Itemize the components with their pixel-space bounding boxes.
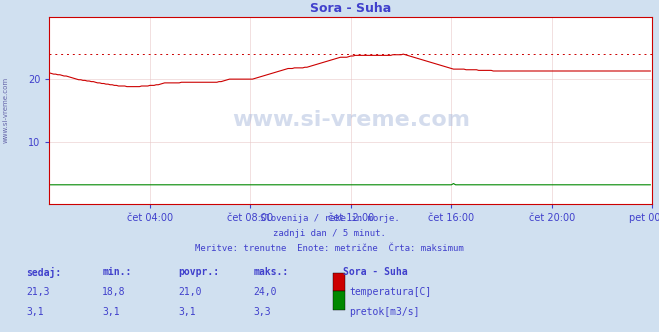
Text: zadnji dan / 5 minut.: zadnji dan / 5 minut. — [273, 229, 386, 238]
Text: temperatura[C]: temperatura[C] — [349, 287, 432, 297]
Text: 21,0: 21,0 — [178, 287, 202, 297]
Text: 24,0: 24,0 — [254, 287, 277, 297]
Text: 18,8: 18,8 — [102, 287, 126, 297]
Text: Meritve: trenutne  Enote: metrične  Črta: maksimum: Meritve: trenutne Enote: metrične Črta: … — [195, 244, 464, 253]
Text: Sora - Suha: Sora - Suha — [343, 267, 407, 277]
Text: Slovenija / reke in morje.: Slovenija / reke in morje. — [260, 214, 399, 223]
Text: www.si-vreme.com: www.si-vreme.com — [232, 110, 470, 130]
Text: pretok[m3/s]: pretok[m3/s] — [349, 307, 420, 317]
Text: maks.:: maks.: — [254, 267, 289, 277]
Text: 3,1: 3,1 — [178, 307, 196, 317]
Text: 21,3: 21,3 — [26, 287, 50, 297]
Text: www.si-vreme.com: www.si-vreme.com — [2, 77, 9, 143]
Text: 3,1: 3,1 — [102, 307, 120, 317]
Text: sedaj:: sedaj: — [26, 267, 61, 278]
Text: min.:: min.: — [102, 267, 132, 277]
Text: 3,3: 3,3 — [254, 307, 272, 317]
Title: Sora - Suha: Sora - Suha — [310, 2, 391, 15]
Text: 3,1: 3,1 — [26, 307, 44, 317]
Text: povpr.:: povpr.: — [178, 267, 219, 277]
